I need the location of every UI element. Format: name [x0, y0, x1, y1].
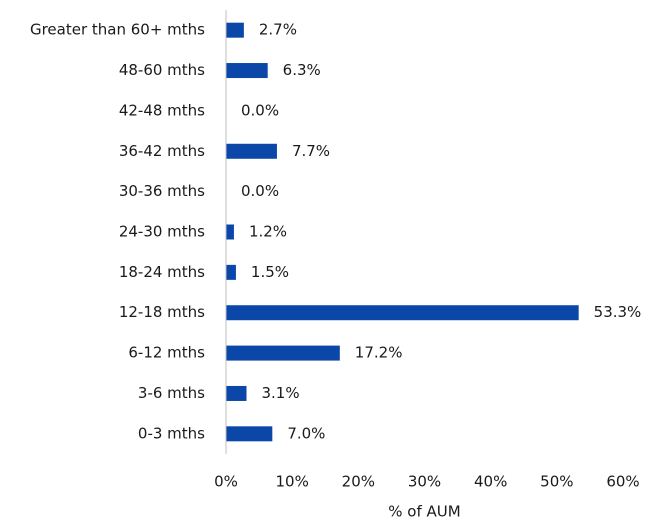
x-axis-title: % of AUM	[388, 503, 460, 521]
bar-greater-than-60-mths	[226, 22, 244, 38]
x-tick-label: 0%	[214, 473, 238, 491]
x-tick-label: 50%	[540, 473, 573, 491]
category-label: 24-30 mths	[119, 223, 205, 241]
category-label: 42-48 mths	[119, 101, 205, 119]
data-label: 17.2%	[355, 344, 403, 362]
data-label: 7.0%	[287, 424, 325, 442]
data-label: 0.0%	[241, 101, 279, 119]
bar-36-42-mths	[226, 143, 277, 159]
category-label: 30-36 mths	[119, 182, 205, 200]
bar-6-12-mths	[226, 345, 340, 361]
data-label: 1.5%	[251, 263, 289, 281]
bar-18-24-mths	[226, 264, 236, 280]
data-label: 0.0%	[241, 182, 279, 200]
data-label: 1.2%	[249, 223, 287, 241]
bar-3-6-mths	[226, 385, 247, 401]
bar-48-60-mths	[226, 63, 268, 79]
x-tick-label: 40%	[474, 473, 507, 491]
x-tick-label: 30%	[408, 473, 441, 491]
data-label: 2.7%	[259, 21, 297, 39]
data-label: 6.3%	[283, 61, 321, 79]
category-label: 18-24 mths	[119, 263, 205, 281]
bar-0-3-mths	[226, 426, 273, 442]
category-labels-layer: 0-3 mths 3-6 mths 6-12 mths 12-18 mths 18-24…	[30, 21, 205, 443]
category-label: 12-18 mths	[119, 303, 205, 321]
x-tick-label: 10%	[275, 473, 308, 491]
category-label: 36-42 mths	[119, 142, 205, 160]
category-label: 3-6 mths	[138, 384, 205, 402]
bar-24-30-mths	[226, 224, 234, 240]
bar-12-18-mths	[226, 305, 579, 321]
data-label: 3.1%	[262, 384, 300, 402]
bars-layer	[226, 22, 579, 442]
x-tick-label: 60%	[606, 473, 639, 491]
data-labels-layer: 7.0% 3.1% 17.2% 53.3% 1.5% 1.2% 0.0% 7.7% 0.0% 6.…	[241, 21, 641, 443]
category-label: 48-60 mths	[119, 61, 205, 79]
category-label: 6-12 mths	[128, 344, 205, 362]
x-tick-label: 20%	[342, 473, 375, 491]
category-label: Greater than 60+ mths	[30, 21, 205, 39]
data-label: 53.3%	[594, 303, 642, 321]
category-label: 0-3 mths	[138, 424, 205, 442]
x-tick-labels-layer: 0% 10% 20% 30% 40% 50% 60%	[214, 473, 640, 491]
data-label: 7.7%	[292, 142, 330, 160]
